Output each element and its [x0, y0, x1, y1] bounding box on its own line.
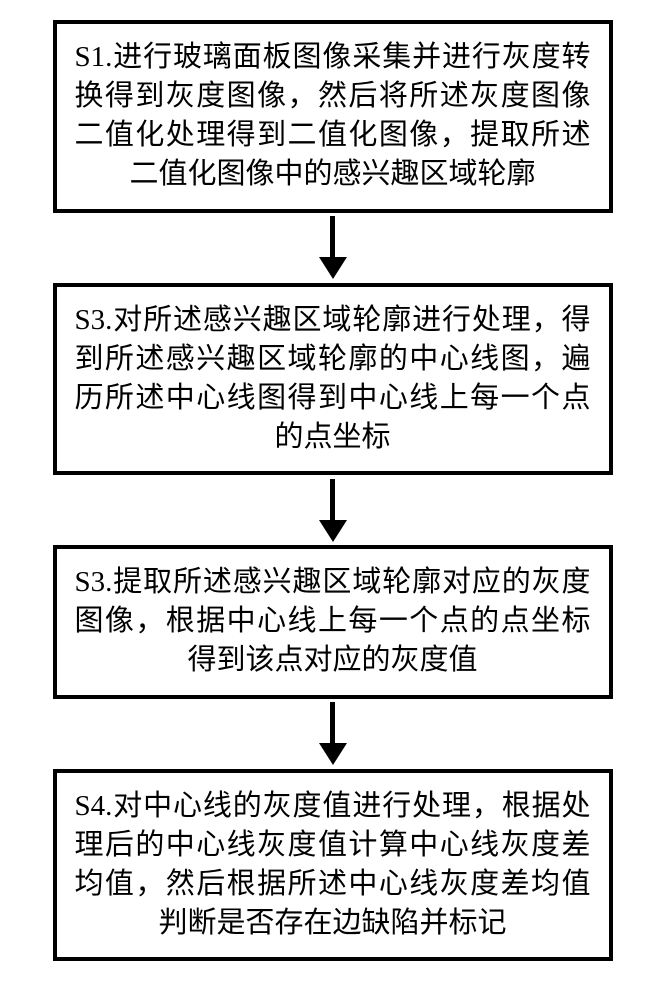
node-text: S3.对所述感兴趣区域轮廓进行处理，得到所述感兴趣区域轮廓的中心线图，遍历所述中…: [75, 301, 591, 458]
flowchart-arrow: [319, 213, 347, 283]
arrow-head-icon: [319, 520, 347, 542]
flowchart-arrow: [319, 699, 347, 769]
arrow-line: [330, 702, 335, 744]
arrow-head-icon: [319, 743, 347, 765]
arrow-line: [330, 479, 335, 521]
flowchart-node-s2: S3.对所述感兴趣区域轮廓进行处理，得到所述感兴趣区域轮廓的中心线图，遍历所述中…: [53, 283, 613, 476]
flowchart-node-s3: S3.提取所述感兴趣区域轮廓对应的灰度图像，根据中心线上每一个点的点坐标得到该点…: [53, 545, 613, 698]
node-text: S3.提取所述感兴趣区域轮廓对应的灰度图像，根据中心线上每一个点的点坐标得到该点…: [75, 563, 591, 680]
node-text: S1.进行玻璃面板图像采集并进行灰度转换得到灰度图像，然后将所述灰度图像二值化处…: [75, 38, 591, 195]
flowchart-node-s1: S1.进行玻璃面板图像采集并进行灰度转换得到灰度图像，然后将所述灰度图像二值化处…: [53, 20, 613, 213]
flowchart-container: S1.进行玻璃面板图像采集并进行灰度转换得到灰度图像，然后将所述灰度图像二值化处…: [0, 20, 665, 961]
flowchart-node-s4: S4.对中心线的灰度值进行处理，根据处理后的中心线灰度值计算中心线灰度差均值，然…: [53, 769, 613, 962]
arrow-line: [330, 216, 335, 258]
arrow-head-icon: [319, 257, 347, 279]
flowchart-arrow: [319, 475, 347, 545]
node-text: S4.对中心线的灰度值进行处理，根据处理后的中心线灰度值计算中心线灰度差均值，然…: [75, 787, 591, 944]
